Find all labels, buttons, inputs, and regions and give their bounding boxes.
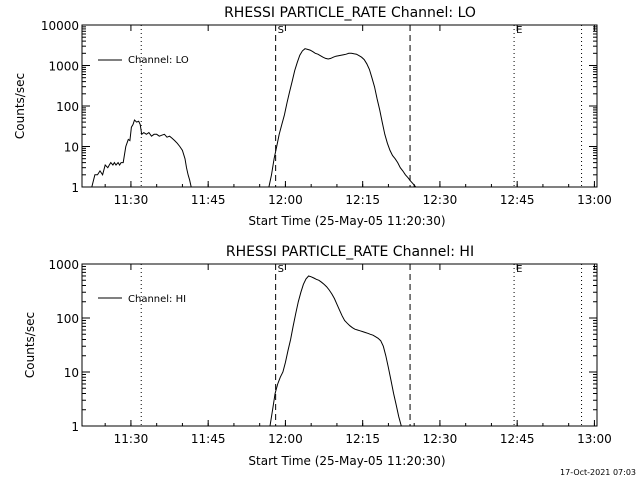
- hi-y-tick-label-3: 1000: [48, 258, 79, 272]
- lo-y-tick-label-1: 10: [64, 141, 79, 155]
- lo-x-tick-label-4: 12:30: [423, 193, 458, 207]
- lo-y-axis-label: Counts/sec: [13, 73, 27, 139]
- hi-x-tick-label-2: 12:00: [268, 432, 303, 446]
- hi-y-tick-label-1: 10: [64, 366, 79, 380]
- lo-x-tick-label-0: 11:30: [114, 193, 149, 207]
- lo-series-line-1: [268, 48, 417, 188]
- lo-chart-title: RHESSI PARTICLE_RATE Channel: LO: [224, 5, 476, 21]
- lo-plot-frame: [81, 24, 598, 188]
- hi-event-marker-s: S: [278, 264, 284, 275]
- lo-y-tick-label-2: 100: [56, 100, 79, 114]
- lo-y-tick-label-0: 1: [71, 181, 79, 195]
- hi-x-tick-label-3: 12:15: [345, 432, 380, 446]
- footer-timestamp: 17-Oct-2021 07:03: [560, 468, 636, 477]
- hi-chart-title: RHESSI PARTICLE_RATE Channel: HI: [226, 244, 474, 260]
- lo-series-line-0: [87, 119, 192, 188]
- lo-x-tick-label-2: 12:00: [268, 193, 303, 207]
- hi-x-tick-label-0: 11:30: [114, 432, 149, 446]
- lo-x-tick-label-6: 13:00: [577, 193, 612, 207]
- hi-x-tick-label-4: 12:30: [423, 432, 458, 446]
- hi-channel-panel: RHESSI PARTICLE_RATE Channel: HI S E 11:3…: [23, 244, 612, 468]
- hi-plot-frame: [81, 263, 598, 427]
- hi-x-tick-label-1: 11:45: [191, 432, 226, 446]
- hi-series-line-0: [269, 275, 402, 427]
- lo-channel-panel: RHESSI PARTICLE_RATE Channel: LO S E 11:3…: [13, 5, 612, 228]
- lo-x-tick-label-1: 11:45: [191, 193, 226, 207]
- lo-legend-label: Channel: LO: [128, 55, 189, 66]
- hi-legend: Channel: HI: [98, 294, 186, 305]
- hi-event-marker-e: E: [516, 264, 522, 275]
- hi-x-axis-label: Start Time (25-May-05 11:20:30): [248, 454, 445, 468]
- lo-x-tick-label-5: 12:45: [500, 193, 535, 207]
- hi-x-tick-label-6: 13:00: [577, 432, 612, 446]
- lo-legend: Channel: LO: [98, 55, 189, 66]
- hi-x-tick-label-5: 12:45: [500, 432, 535, 446]
- hi-y-tick-label-2: 100: [56, 312, 79, 326]
- lo-y-tick-label-3: 1000: [48, 60, 79, 74]
- lo-y-tick-label-4: 10000: [41, 19, 79, 33]
- lo-x-axis-label: Start Time (25-May-05 11:20:30): [248, 214, 445, 228]
- lo-event-marker-e: E: [516, 25, 522, 36]
- hi-y-tick-label-0: 1: [71, 420, 79, 434]
- lo-event-marker-s: S: [278, 25, 284, 36]
- hi-legend-label: Channel: HI: [128, 294, 186, 305]
- lo-x-tick-label-3: 12:15: [345, 193, 380, 207]
- hi-y-axis-label: Counts/sec: [23, 312, 37, 378]
